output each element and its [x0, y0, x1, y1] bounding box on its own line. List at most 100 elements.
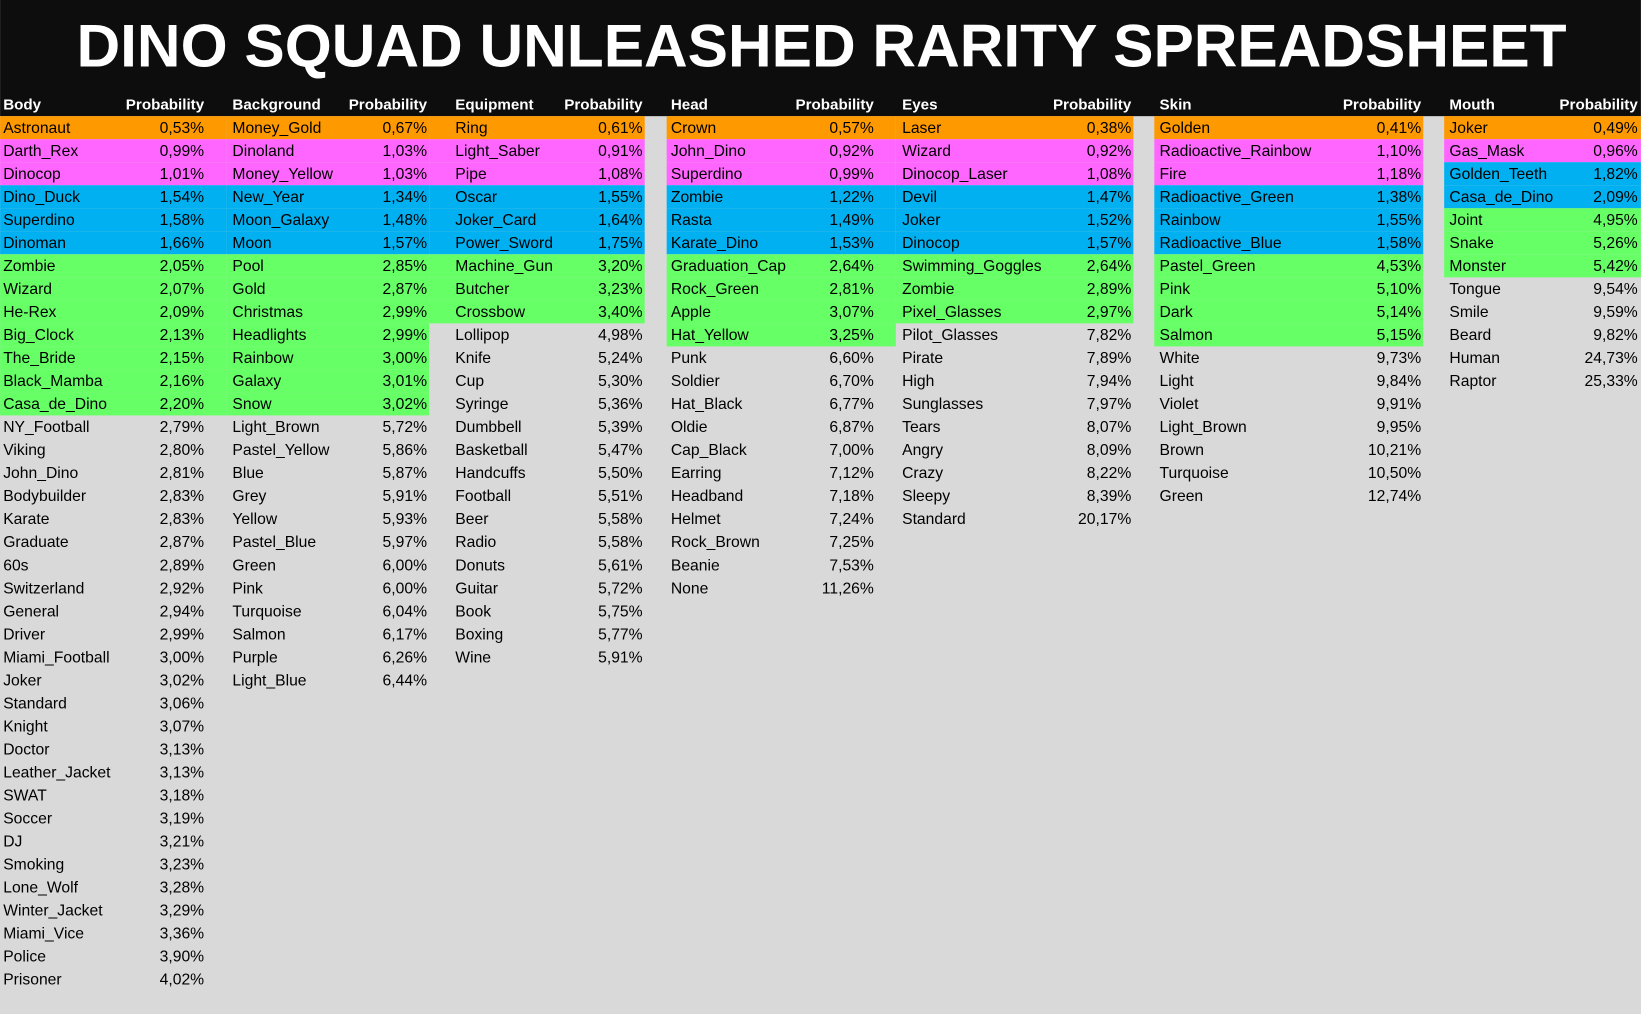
rarity-fill	[0, 323, 227, 347]
trait-name: Pastel_Blue	[232, 534, 316, 551]
rarity-fill	[429, 277, 645, 301]
trait-name: Boxing	[455, 626, 503, 643]
trait-probability: 3,06%	[160, 695, 205, 712]
trait-probability: 1,47%	[1087, 189, 1132, 206]
trait-probability: 2,85%	[383, 258, 428, 275]
probability-header: Probability	[1559, 97, 1638, 114]
trait-probability: 0,92%	[1087, 143, 1132, 160]
row-fills	[0, 116, 1641, 416]
rarity-fill	[226, 300, 430, 324]
trait-name: Guitar	[455, 580, 498, 597]
trait-probability: 1,52%	[1087, 212, 1132, 229]
trait-name: Machine_Gun	[455, 258, 553, 275]
rarity-fill	[1444, 185, 1641, 209]
trait-probability: 2,89%	[1087, 281, 1132, 298]
rarity-fill	[666, 139, 896, 163]
trait-probability: 1,66%	[160, 235, 205, 252]
trait-name: Earring	[671, 465, 722, 482]
rarity-fill	[1444, 208, 1641, 232]
rarity-fill	[226, 346, 430, 370]
trait-probability: 24,73%	[1585, 350, 1638, 367]
trait-name: High	[902, 373, 934, 390]
column-header: Background	[232, 97, 320, 114]
trait-probability: 7,00%	[829, 442, 874, 459]
trait-name: Christmas	[232, 304, 303, 321]
trait-probability: 1,55%	[1377, 212, 1422, 229]
trait-name: Light_Blue	[232, 672, 306, 689]
trait-name: Pool	[232, 258, 263, 275]
rarity-fill	[895, 162, 1134, 186]
trait-name: Standard	[902, 511, 966, 528]
rarity-fill	[0, 231, 227, 255]
trait-probability: 5,97%	[383, 534, 428, 551]
trait-probability: 1,82%	[1593, 166, 1638, 183]
trait-probability: 3,02%	[383, 396, 428, 413]
trait-probability: 3,90%	[160, 949, 205, 966]
trait-name: Angry	[902, 442, 943, 459]
probability-header: Probability	[796, 97, 875, 114]
trait-probability: 3,25%	[829, 327, 874, 344]
trait-name: Crossbow	[455, 304, 525, 321]
trait-probability: 5,14%	[1377, 304, 1422, 321]
trait-name: Violet	[1160, 396, 1200, 413]
trait-name: Turquoise	[1160, 465, 1229, 482]
trait-probability: 8,09%	[1087, 442, 1132, 459]
trait-probability: 2,20%	[160, 396, 205, 413]
trait-name: 60s	[3, 557, 28, 574]
trait-probability: 8,07%	[1087, 419, 1132, 436]
trait-name: Dino_Duck	[3, 189, 80, 206]
probability-header: Probability	[1343, 97, 1422, 114]
trait-name: Money_Yellow	[232, 166, 333, 183]
rarity-fill	[666, 277, 896, 301]
trait-probability: 0,38%	[1087, 120, 1132, 137]
rarity-fill	[226, 254, 430, 278]
rarity-fill	[226, 116, 430, 140]
trait-name: Pilot_Glasses	[902, 327, 998, 344]
trait-probability: 5,50%	[598, 465, 643, 482]
trait-probability: 7,94%	[1087, 373, 1132, 390]
trait-probability: 7,53%	[829, 557, 874, 574]
trait-probability: 1,08%	[598, 166, 643, 183]
trait-name: Karate_Dino	[671, 235, 758, 252]
rarity-fill	[0, 392, 227, 416]
trait-probability: 5,91%	[598, 649, 643, 666]
trait-name: Headband	[671, 488, 743, 505]
trait-name: Rainbow	[1160, 212, 1222, 229]
trait-probability: 7,82%	[1087, 327, 1132, 344]
rarity-fill	[895, 208, 1134, 232]
trait-probability: 2,87%	[160, 534, 205, 551]
trait-name: Casa_de_Dino	[3, 396, 107, 413]
trait-name: Graduate	[3, 534, 69, 551]
trait-name: Hat_Black	[671, 396, 743, 413]
trait-name: Astronaut	[3, 120, 71, 137]
rarity-fill	[1154, 162, 1424, 186]
trait-name: Snow	[232, 396, 272, 413]
trait-name: Darth_Rex	[3, 143, 78, 160]
trait-probability: 1,57%	[383, 235, 428, 252]
trait-probability: 6,04%	[383, 603, 428, 620]
trait-probability: 10,21%	[1368, 442, 1421, 459]
trait-name: Doctor	[3, 741, 49, 758]
trait-probability: 1,64%	[598, 212, 643, 229]
trait-name: Dumbbell	[455, 419, 521, 436]
cells: Body Probability Astronaut 0,53% Darth_Rex 0,…	[3, 97, 1638, 989]
trait-probability: 5,42%	[1593, 258, 1638, 275]
rarity-fill	[895, 139, 1134, 163]
trait-name: Purple	[232, 649, 278, 666]
rarity-fill	[429, 139, 645, 163]
trait-name: Moon	[232, 235, 271, 252]
trait-name: Tongue	[1449, 281, 1501, 298]
trait-probability: 5,75%	[598, 603, 643, 620]
trait-probability: 9,73%	[1377, 350, 1422, 367]
trait-name: Dinoland	[232, 143, 294, 160]
trait-probability: 12,74%	[1368, 488, 1421, 505]
trait-name: Sunglasses	[902, 396, 983, 413]
trait-probability: 1,10%	[1377, 143, 1422, 160]
trait-name: Pirate	[902, 350, 943, 367]
trait-name: Punk	[671, 350, 707, 367]
trait-name: Lone_Wolf	[3, 880, 78, 897]
trait-name: Salmon	[1160, 327, 1213, 344]
trait-name: Oldie	[671, 419, 708, 436]
trait-probability: 11,26%	[822, 580, 874, 597]
